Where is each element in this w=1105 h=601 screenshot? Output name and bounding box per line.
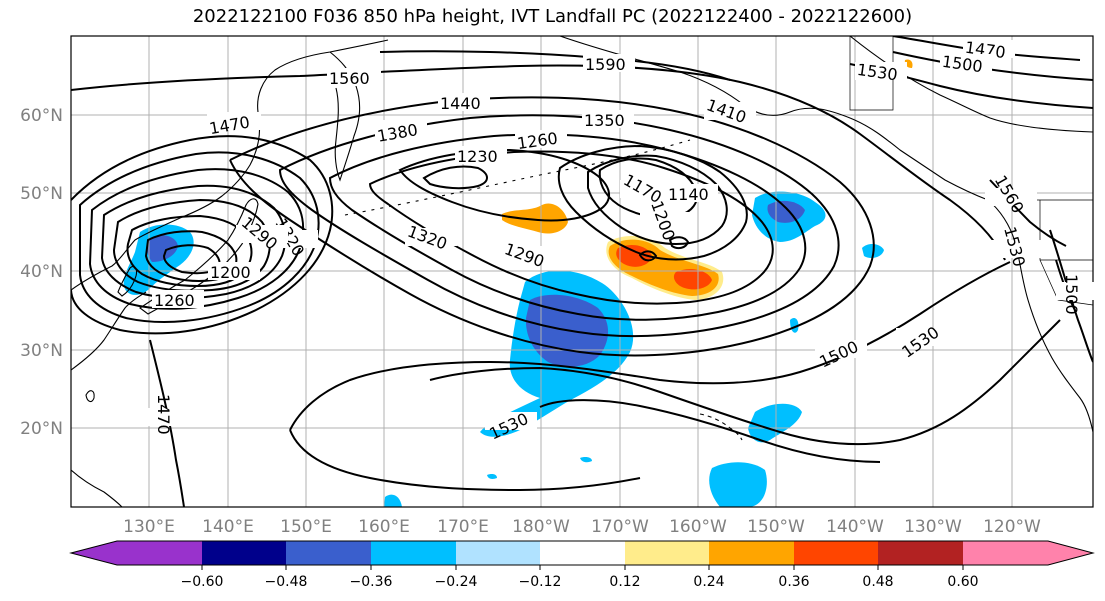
lon-label: 150°W [747,517,805,537]
lat-label: 20°N [20,419,63,439]
longitude-labels: 130°E 140°E 150°E 160°E 170°E 180°W 170°… [123,517,1041,537]
contour-sub-1470 [149,339,185,507]
colorbar-tick-label: 0.36 [778,574,809,590]
contour-label: 1230 [457,147,498,166]
pos-region-north [502,203,568,234]
neg-region-south [709,462,767,507]
colorbar-extend-low [71,541,117,565]
colorbar-tick-label: 0.60 [947,574,978,590]
contour-central-east-1 [557,144,748,261]
lon-label: 140°E [202,517,254,537]
contour-west-3 [88,168,305,310]
contour-central-small2 [638,250,658,262]
coast-philippines [71,469,123,507]
colorbar-tick-label: −0.48 [265,574,308,590]
coast-asia [71,39,389,291]
colorbar-tick-label: 0.48 [862,574,893,590]
neg-region-japan-mid [147,235,178,262]
contour-west-5 [112,198,271,292]
lat-label: 40°N [20,262,63,282]
contour-west-4 [100,184,287,300]
lon-label: 170°W [591,517,649,537]
contour-label: 1200 [210,263,251,282]
contour-label: 1470 [154,394,173,435]
contour-label: 1590 [585,55,626,74]
contour-sub-1530 [429,319,1061,446]
contour-central-2 [278,114,840,338]
colorbar-tick-label: −0.36 [350,574,393,590]
contour-label: 1500 [1062,274,1081,315]
lon-label: 120°W [983,517,1041,537]
contour-south-loop [539,399,881,463]
coast-china [71,291,147,371]
colorbar-tick-label: 0.12 [609,574,640,590]
lon-label: 130°E [123,517,175,537]
coast-nw-america [987,199,1093,433]
coast-taiwan [85,390,95,403]
lat-label: 30°N [20,341,63,361]
pos-region-center-inner-1 [616,244,652,267]
neg-region-tiny [580,457,592,463]
pos-region-center-inner-2 [673,269,712,290]
lon-label: 150°E [280,517,332,537]
map-frame [70,35,1094,508]
lon-label: 160°W [669,517,727,537]
neg-region-goa-mid [767,200,805,223]
colorbar: −0.60 −0.48 −0.36 −0.24 −0.12 0.12 0.24 … [69,540,1095,590]
latitude-labels: 60°N 50°N 40°N 30°N 20°N [20,106,63,439]
contour-west-1 [71,135,334,335]
contour-sub-1530-east [1049,229,1093,363]
neg-region-sw [384,494,402,507]
contour-central-1 [229,96,875,357]
lat-label: 60°N [20,106,63,126]
map-title: 2022122100 F036 850 hPa height, IVT Land… [192,6,913,27]
ivt-shading [123,59,913,507]
contour-1560-north [71,64,1006,261]
coast-japan [139,198,259,315]
coast-hawaii [699,413,743,441]
contour-label: 1440 [440,94,481,113]
contour-sub-1500 [289,261,1011,431]
contour-central-1140 [598,157,698,219]
colorbar-tick-label: −0.12 [519,574,562,590]
neg-region-hawaii [748,403,802,443]
colorbar-extend-high [1048,541,1093,565]
contour-central-1230 [422,165,488,190]
lon-label: 160°E [358,517,410,537]
lat-label: 50°N [20,184,63,204]
contour-label: 1350 [584,111,625,130]
map-content [71,36,1093,507]
contour-labels: 1560 1590 1470 1500 1530 1470 1440 1350 … [138,38,1105,443]
colorbar-outline [69,540,1095,566]
lon-label: 140°W [826,517,884,537]
lon-label: 170°E [437,517,489,537]
contour-label: 1140 [668,185,709,204]
contour-label: 1260 [154,291,195,310]
contour-central-small [668,236,690,250]
colorbar-tick-label: −0.24 [435,574,478,590]
colorbar-tick-label: −0.60 [181,574,224,590]
coast-aleutians [344,139,691,216]
neg-region-tiny2 [487,474,497,479]
lon-label: 180°W [512,517,570,537]
contour-sub-1530b [289,429,641,492]
contour-central-east-2 [587,154,728,246]
lon-label: 130°W [904,517,962,537]
colorbar-tick-label: 0.24 [693,574,724,590]
contour-label: 1560 [329,69,370,88]
